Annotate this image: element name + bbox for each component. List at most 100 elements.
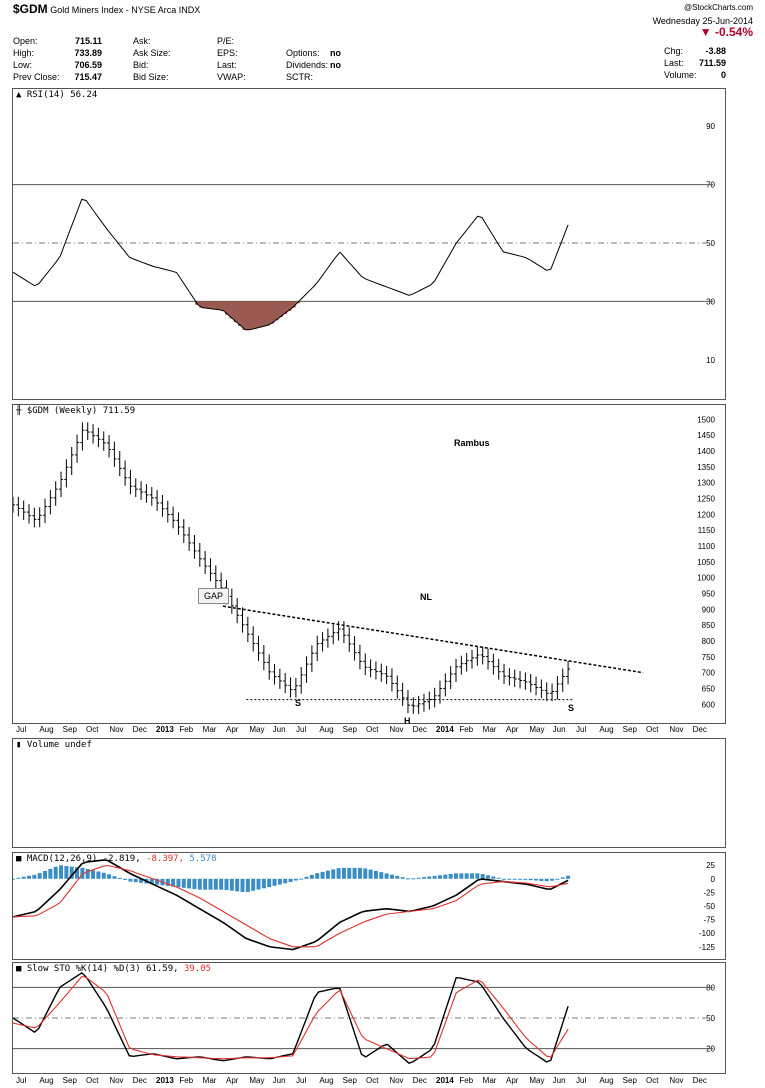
macd-y-tick: -25 (703, 888, 715, 897)
copyright: @StockCharts.com (683, 3, 753, 12)
macd-histogram-bar (139, 878, 144, 883)
right-value: 0 (720, 70, 726, 80)
macd-histogram-bar (373, 870, 378, 879)
x-tick-label: Jul (16, 725, 27, 734)
macd-histogram-bar (384, 873, 389, 879)
macd-histogram-bar (315, 873, 320, 879)
price-y-tick: 650 (702, 685, 716, 694)
macd-histogram-bar (69, 866, 74, 879)
rsi-y-tick: 50 (706, 239, 715, 248)
x-tick-label: Mar (202, 1076, 217, 1085)
x-tick-label: Jul (296, 1076, 307, 1085)
x-tick-label: Feb (179, 725, 194, 734)
macd-histogram-bar (389, 874, 394, 879)
x-tick-label: Nov (669, 725, 684, 734)
macd-histogram-bar (91, 870, 96, 879)
macd-histogram-bar (37, 873, 42, 879)
symbol: $GDM (13, 2, 48, 16)
rsi-line (13, 198, 569, 331)
volume-label: ▮ Volume undef (16, 740, 92, 750)
x-tick-label: Aug (319, 725, 334, 734)
macd-histogram-bar (421, 877, 426, 879)
price-y-tick: 1150 (698, 526, 716, 535)
macd-histogram-bar (539, 878, 544, 881)
volume-label-text: Volume undef (26, 740, 92, 750)
macd-histogram-bar (267, 878, 272, 888)
x-tick-label: Aug (599, 725, 614, 734)
macd-histogram-bar (117, 878, 122, 880)
rsi-y-tick: 90 (706, 122, 715, 131)
macd-histogram-bar (566, 875, 571, 879)
ask-label: Ask: (133, 36, 151, 46)
quote-date: Wednesday 25-Jun-2014 (652, 16, 753, 26)
macd-histogram-bar (464, 873, 469, 879)
price-y-tick: 1200 (697, 510, 715, 519)
macd-histogram-bar (448, 873, 453, 879)
price-y-tick: 800 (702, 637, 716, 646)
macd-histogram-bar (208, 878, 213, 890)
macd-histogram-bar (219, 878, 224, 890)
x-tick-label: Jul (576, 1076, 587, 1085)
macd-panel: 25 0 -25 -50 -75 -100 -125 ■ MACD(12,26,9) -2.… (12, 852, 726, 960)
s-right-label: S (568, 703, 575, 713)
macd-histogram-bar (283, 878, 288, 884)
macd-chart: 25 0 -25 -50 -75 -100 -125 (13, 859, 716, 952)
volume-icon: ▮ (16, 740, 22, 750)
x-tick-label: Sep (622, 1076, 637, 1085)
macd-histogram-bar (155, 878, 160, 885)
macd-histogram-bar (325, 870, 330, 879)
right-value: -3.88 (705, 46, 726, 56)
x-tick-label: Oct (366, 725, 379, 734)
macd-histogram-bar (293, 878, 298, 881)
price-y-tick: 1500 (697, 415, 715, 424)
h-label: H (404, 716, 411, 726)
macd-histogram-bar (277, 878, 282, 885)
pe-label: Last: (217, 60, 237, 70)
macd-histogram-bar (203, 878, 208, 890)
x-tick-label: May (529, 725, 545, 734)
x-tick-label: Mar (482, 1076, 497, 1085)
macd-histogram-bar (528, 878, 533, 881)
macd-histogram-bar (368, 869, 373, 879)
x-tick-label: Feb (179, 1076, 194, 1085)
sto-label-k: Slow STO %K(14) %D(3) 61.59, (26, 964, 179, 974)
macd-histogram-bar (534, 878, 539, 881)
x-tick-label: Nov (389, 1076, 404, 1085)
macd-histogram-bar (347, 867, 352, 879)
quote-value: 733.89 (74, 48, 102, 58)
x-tick-label: Mar (202, 725, 217, 734)
price-label: ╫ $GDM (Weekly) 711.59 (16, 406, 135, 416)
x-tick-label: Feb (459, 725, 474, 734)
macd-histogram-bar (21, 876, 26, 879)
gap-callout: GAP (198, 588, 230, 604)
macd-histogram-bar (331, 869, 336, 879)
macd-histogram-bar (171, 878, 176, 887)
price-y-tick: 950 (702, 590, 716, 599)
x-tick-label: Dec (132, 1076, 147, 1085)
macd-histogram-bar (416, 877, 421, 879)
x-tick-label: Sep (342, 1076, 357, 1085)
x-tick-label: Dec (692, 1076, 707, 1085)
x-tick-label: Apr (506, 725, 519, 734)
macd-icon: ■ (16, 854, 22, 864)
rsi-y-tick: 70 (706, 181, 715, 190)
macd-histogram-bar (523, 878, 528, 880)
macd-histogram-bar (32, 874, 37, 879)
x-tick-label: Oct (86, 725, 99, 734)
right-label: Volume: (664, 70, 697, 80)
ask-label: Bid: (133, 60, 149, 70)
x-tick-label: Nov (389, 725, 404, 734)
x-tick-label: Oct (646, 725, 659, 734)
macd-histogram-bar (53, 866, 58, 879)
rambus-label: Rambus (454, 438, 490, 448)
macd-histogram-bar (16, 877, 21, 879)
macd-histogram-bar (128, 878, 133, 882)
x-tick-label: 2013 (156, 725, 174, 734)
macd-histogram-bar (96, 871, 101, 879)
neckline (222, 605, 644, 674)
macd-histogram-bar (80, 867, 85, 879)
macd-histogram-bar (240, 878, 245, 892)
sto-label-d: 39.05 (183, 964, 212, 974)
